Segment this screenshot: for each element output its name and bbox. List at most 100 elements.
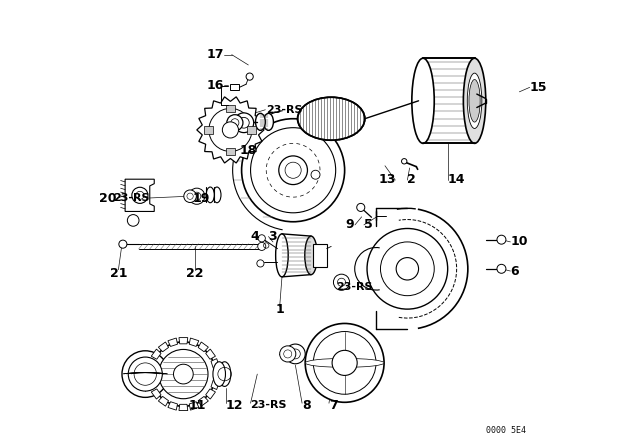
- Polygon shape: [196, 97, 264, 163]
- Circle shape: [396, 258, 419, 280]
- Ellipse shape: [213, 362, 225, 386]
- Bar: [248, 126, 257, 134]
- Text: 16: 16: [206, 78, 223, 92]
- Text: 21: 21: [109, 267, 127, 280]
- Ellipse shape: [305, 358, 384, 367]
- Text: 23-RS: 23-RS: [266, 105, 303, 115]
- Text: 22: 22: [186, 267, 204, 280]
- Circle shape: [209, 108, 252, 151]
- Circle shape: [132, 187, 148, 203]
- Circle shape: [184, 190, 196, 202]
- Text: 14: 14: [448, 172, 465, 186]
- Ellipse shape: [218, 362, 231, 386]
- Ellipse shape: [412, 58, 435, 143]
- Ellipse shape: [298, 97, 365, 140]
- Circle shape: [173, 364, 193, 384]
- Text: 3: 3: [269, 230, 277, 243]
- Circle shape: [227, 115, 243, 131]
- Circle shape: [151, 342, 216, 406]
- Bar: [423, 58, 474, 143]
- Bar: [314, 244, 326, 267]
- Polygon shape: [205, 389, 216, 399]
- Circle shape: [333, 274, 349, 290]
- Circle shape: [119, 240, 127, 248]
- Ellipse shape: [305, 236, 317, 275]
- Circle shape: [234, 113, 253, 133]
- Polygon shape: [189, 402, 199, 410]
- Ellipse shape: [213, 187, 221, 203]
- Polygon shape: [125, 179, 154, 211]
- Text: 20: 20: [99, 191, 116, 205]
- Circle shape: [356, 203, 365, 211]
- Polygon shape: [211, 359, 220, 368]
- Circle shape: [257, 260, 264, 267]
- Bar: [204, 126, 213, 134]
- Text: 23-RS: 23-RS: [113, 193, 150, 203]
- Ellipse shape: [206, 187, 214, 203]
- Polygon shape: [168, 402, 177, 410]
- Polygon shape: [147, 380, 156, 389]
- Ellipse shape: [467, 73, 482, 129]
- Circle shape: [122, 351, 168, 397]
- Circle shape: [242, 119, 344, 222]
- Polygon shape: [205, 349, 216, 359]
- Text: 6: 6: [511, 264, 519, 278]
- Circle shape: [332, 350, 357, 375]
- Polygon shape: [179, 338, 188, 344]
- Polygon shape: [179, 405, 188, 410]
- Circle shape: [246, 73, 253, 80]
- Circle shape: [311, 170, 320, 179]
- Polygon shape: [151, 349, 161, 359]
- Polygon shape: [198, 396, 209, 406]
- Circle shape: [497, 264, 506, 273]
- Circle shape: [401, 159, 407, 164]
- Circle shape: [279, 156, 307, 185]
- Text: 18: 18: [240, 143, 257, 157]
- Polygon shape: [151, 389, 161, 399]
- Circle shape: [189, 188, 205, 204]
- Circle shape: [128, 357, 163, 391]
- Text: 23-RS: 23-RS: [335, 282, 372, 292]
- Polygon shape: [189, 338, 199, 346]
- Ellipse shape: [469, 79, 480, 122]
- Circle shape: [127, 215, 139, 226]
- Circle shape: [251, 128, 336, 213]
- Polygon shape: [158, 396, 168, 406]
- Text: 7: 7: [329, 399, 338, 412]
- Text: 12: 12: [226, 399, 243, 412]
- Circle shape: [305, 323, 384, 402]
- Polygon shape: [168, 338, 177, 346]
- Polygon shape: [147, 359, 156, 368]
- Polygon shape: [158, 342, 168, 352]
- Bar: [226, 105, 235, 112]
- Text: 8: 8: [302, 399, 310, 412]
- Circle shape: [280, 346, 296, 362]
- Text: 0000 5E4: 0000 5E4: [486, 426, 526, 435]
- Circle shape: [285, 344, 305, 364]
- Ellipse shape: [255, 113, 266, 130]
- Text: 5: 5: [364, 218, 372, 232]
- Ellipse shape: [276, 234, 288, 277]
- Circle shape: [258, 235, 266, 242]
- Polygon shape: [211, 380, 220, 389]
- Text: 4: 4: [251, 230, 260, 243]
- Circle shape: [258, 242, 266, 250]
- Polygon shape: [198, 342, 209, 352]
- Circle shape: [367, 228, 447, 309]
- Circle shape: [159, 349, 208, 399]
- Text: 19: 19: [193, 191, 210, 205]
- Bar: [226, 148, 235, 155]
- Text: 11: 11: [188, 399, 205, 412]
- Circle shape: [222, 122, 239, 138]
- Text: 13: 13: [379, 172, 396, 186]
- Text: 23-RS: 23-RS: [250, 401, 287, 410]
- Text: 1: 1: [275, 302, 284, 316]
- Bar: [230, 84, 239, 90]
- Ellipse shape: [264, 113, 273, 130]
- Text: 10: 10: [511, 235, 528, 249]
- Text: 15: 15: [530, 81, 547, 94]
- Text: 9: 9: [345, 218, 353, 232]
- Polygon shape: [214, 370, 220, 379]
- Circle shape: [497, 235, 506, 244]
- Ellipse shape: [463, 58, 486, 143]
